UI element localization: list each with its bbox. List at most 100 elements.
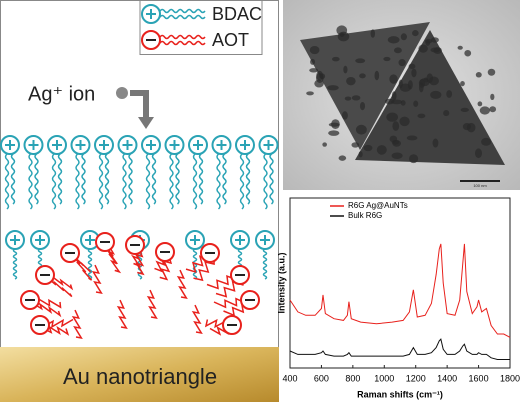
particle [430,37,439,43]
tail [239,153,245,210]
plot-frame [289,197,511,369]
tail [73,256,93,281]
tail [57,153,63,205]
tail [145,153,151,210]
tail [98,153,104,210]
x-tick-label: 1200 [406,373,426,383]
tail [159,40,206,46]
particle [475,72,482,78]
y-axis-label: Intensity (a.u.) [276,252,286,313]
particle [359,73,366,79]
tail [107,245,122,274]
particle [398,59,406,67]
particle [351,95,361,101]
x-tick-label: 1000 [374,373,394,383]
particle [430,47,440,53]
particle [425,40,431,46]
particle [391,91,397,101]
legend-box [139,0,263,55]
tail [263,153,268,210]
particle [358,151,363,158]
scale-label: 100 nm [473,183,487,188]
tail [262,248,268,280]
tail [151,153,157,205]
legend-label: BDAC [212,4,262,24]
particle [408,63,416,69]
particle [430,90,442,99]
tail [51,153,57,210]
particle [336,25,348,36]
tail [159,255,173,281]
particle [392,121,400,131]
ion-label: Ag⁺ ion [28,83,95,105]
particle [343,65,348,74]
tail [28,153,33,210]
particle [386,112,399,122]
x-tick-label: 1600 [469,373,489,383]
tail [128,153,133,205]
particle [426,73,433,84]
tail [75,153,80,210]
nanotriangle [355,30,505,165]
particle [338,155,347,161]
x-axis-label: Raman shifts (cm⁻¹) [357,389,443,399]
particle [332,56,340,62]
particle [400,33,407,41]
particle [411,68,417,78]
particle [383,56,391,62]
particle [344,96,352,101]
particle [359,101,366,111]
particle [342,111,348,120]
tail [176,269,188,300]
particle [399,83,411,92]
x-tick-label: 600 [314,373,329,383]
particle [309,68,319,73]
x-tick-label: 800 [345,373,360,383]
particle [351,142,360,148]
nanotriangle [300,22,430,150]
tail [34,153,39,205]
ion-dot [116,87,128,99]
legend-label: Bulk R6G [348,211,382,220]
arrow-head [138,117,154,129]
tail [104,153,110,205]
tail [215,278,245,298]
particle [446,90,453,98]
tail [159,14,206,20]
tail [134,248,145,276]
tail [193,256,215,282]
particle [490,93,495,101]
particle [460,107,469,113]
particle [355,58,366,64]
particle [399,116,410,127]
particle [406,135,418,141]
particle [479,106,491,115]
tail [91,264,103,295]
particle [418,44,428,53]
particle [460,80,465,87]
tail [122,153,127,210]
particle [346,76,356,86]
x-tick-label: 1400 [437,373,457,383]
particle [393,47,402,54]
tail [198,153,204,205]
particle [363,144,373,152]
series-line [289,243,511,338]
tail [216,153,221,210]
tail [159,34,206,40]
particle [464,49,472,57]
tail [169,153,174,210]
particle [387,36,400,44]
tail [222,153,227,205]
particle [489,106,497,113]
tail [159,8,206,14]
tail [116,299,128,330]
legend-label: R6G Ag@AuNTs [348,201,408,210]
particle [417,113,426,119]
tail [245,153,251,205]
substrate [0,347,279,402]
particle [309,45,320,55]
particle [391,140,400,145]
particle [322,142,327,147]
